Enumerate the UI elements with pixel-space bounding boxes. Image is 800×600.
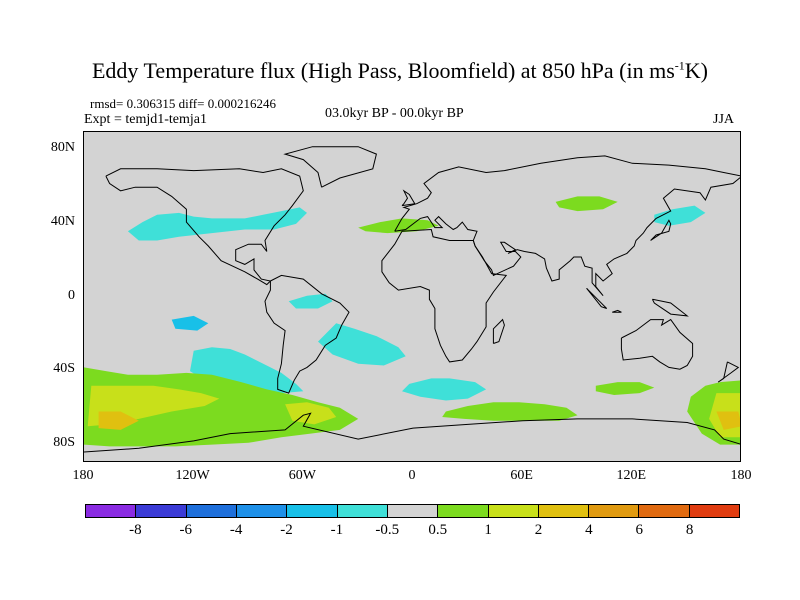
x-tick-label: 120E xyxy=(616,468,647,483)
x-tick-label: 0 xyxy=(408,468,416,483)
coastline-7 xyxy=(401,189,416,207)
anomaly-region-11 xyxy=(288,293,333,309)
colorbar-swatch-6 xyxy=(387,505,439,517)
colorbar-swatch-3 xyxy=(236,505,288,517)
colorbar-label: -4 xyxy=(229,522,243,538)
anomaly-region-2 xyxy=(318,323,406,366)
map-plot xyxy=(83,131,741,462)
colorbar-label: -6 xyxy=(179,522,193,538)
chart-title: Eddy Temperature flux (High Pass, Bloomf… xyxy=(91,58,708,83)
x-tick-label: 180 xyxy=(730,468,752,483)
anomaly-region-10 xyxy=(654,205,706,226)
season-label: JJA xyxy=(713,112,735,127)
coastline-13 xyxy=(717,361,740,383)
anomaly-regions xyxy=(84,196,740,447)
y-tick-label: 80N xyxy=(50,140,75,156)
coastline-2 xyxy=(394,155,740,297)
colorbar-swatch-1 xyxy=(136,505,187,517)
colorbar-swatch-7 xyxy=(438,505,489,517)
colorbar-swatch-5 xyxy=(337,505,388,517)
map-svg xyxy=(84,146,740,453)
coastline-9 xyxy=(650,219,672,241)
coastlines xyxy=(84,146,740,453)
y-tick-label: 80S xyxy=(53,434,75,450)
coastline-8 xyxy=(492,318,505,344)
anomaly-region-7 xyxy=(595,382,655,395)
coastline-6 xyxy=(283,146,377,188)
colorbar-swatch-2 xyxy=(186,505,237,517)
colorbar-swatch-0 xyxy=(86,505,137,517)
anomaly-region-17 xyxy=(716,411,740,430)
colorbar-label: 2 xyxy=(534,522,543,538)
x-tick-label: 180 xyxy=(72,468,94,483)
colorbar-label: -0.5 xyxy=(375,522,400,538)
colorbar-label: -8 xyxy=(129,522,142,538)
colorbar xyxy=(85,504,740,518)
x-tick-label: 60W xyxy=(288,468,316,483)
y-tick-label: 0 xyxy=(68,287,75,303)
colorbar-swatch-12 xyxy=(689,505,740,517)
coastline-5 xyxy=(84,412,740,453)
colorbar-label: -1 xyxy=(330,522,344,538)
coastline-1 xyxy=(264,274,350,394)
experiment-label: Expt = temjd1-temja1 xyxy=(84,112,207,127)
colorbar-label: 1 xyxy=(484,522,492,538)
y-tick-label: 40S xyxy=(53,361,75,377)
anomaly-region-0 xyxy=(127,207,308,241)
anomaly-region-6 xyxy=(442,402,578,421)
stats-label: rmsd= 0.306315 diff= 0.000216246 xyxy=(90,96,276,111)
coastline-12 xyxy=(651,298,689,317)
coastline-3 xyxy=(381,228,508,363)
colorbar-label: 6 xyxy=(635,522,643,538)
colorbar-swatch-11 xyxy=(639,505,690,517)
colorbar-swatch-10 xyxy=(589,505,640,517)
colorbar-label: 0.5 xyxy=(428,522,448,538)
colorbar-label: -2 xyxy=(280,522,293,538)
anomaly-region-16 xyxy=(98,411,139,430)
y-tick-label: 40N xyxy=(50,213,75,229)
colorbar-label: 8 xyxy=(685,522,694,538)
coastline-11 xyxy=(612,309,622,313)
period-label: 03.0kyr BP - 00.0kyr BP xyxy=(325,106,464,121)
colorbar-swatch-9 xyxy=(538,505,590,517)
anomaly-region-12 xyxy=(171,315,209,331)
anomaly-region-9 xyxy=(555,196,618,212)
anomaly-region-3 xyxy=(402,378,487,401)
coastline-4 xyxy=(620,318,694,370)
coastline-10 xyxy=(586,287,608,309)
colorbar-swatch-4 xyxy=(287,505,338,517)
x-tick-label: 120W xyxy=(175,468,210,483)
colorbar-label: 4 xyxy=(585,522,593,538)
x-tick-label: 60E xyxy=(510,468,533,483)
coastline-0 xyxy=(105,168,304,286)
colorbar-swatch-8 xyxy=(488,505,539,517)
